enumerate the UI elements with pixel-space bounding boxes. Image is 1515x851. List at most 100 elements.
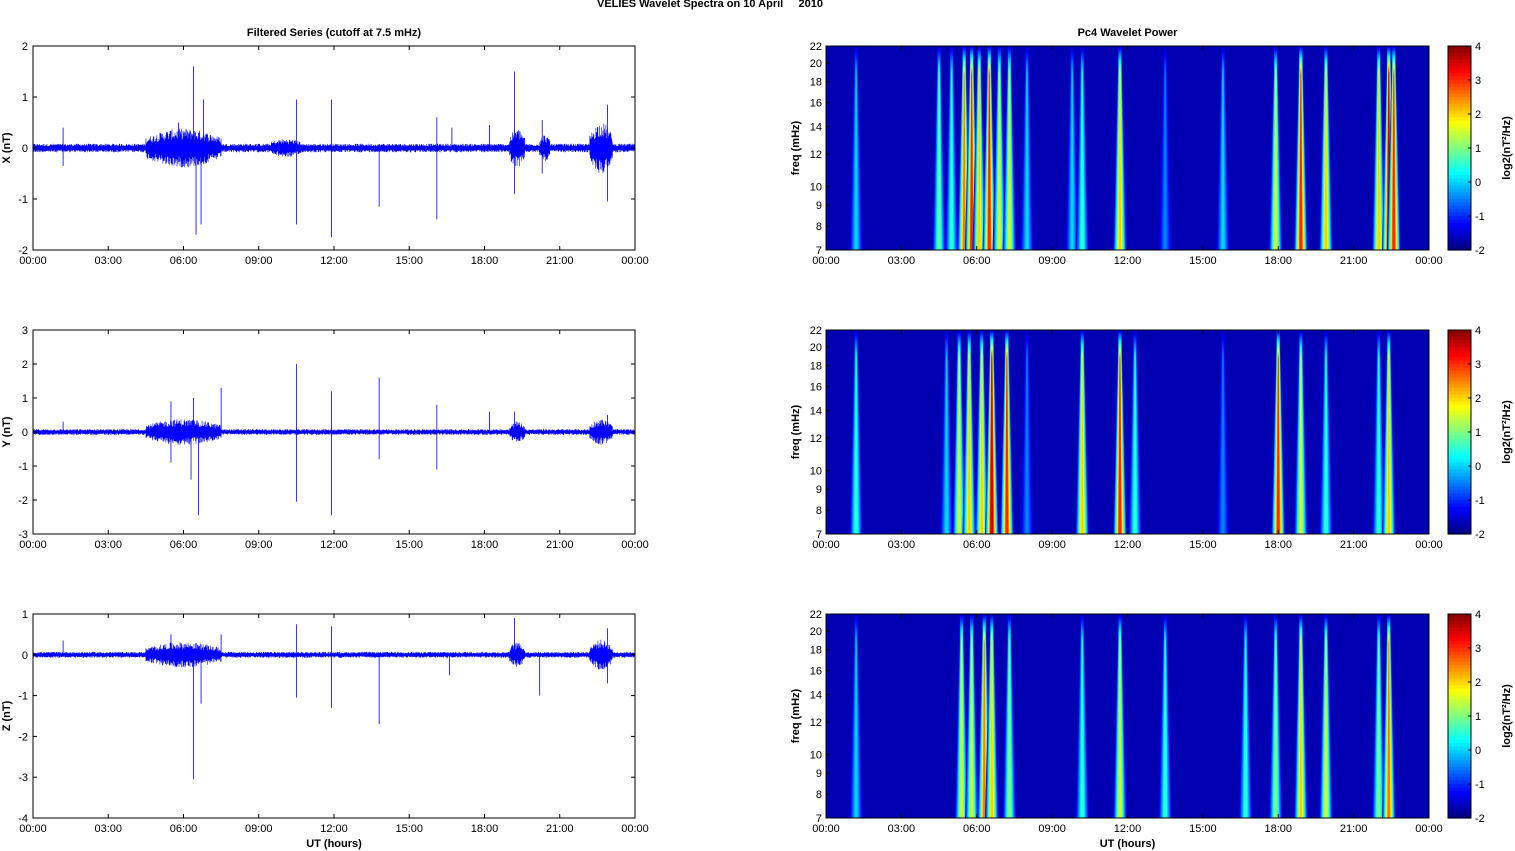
colorbar-tick-label: 3 (1475, 359, 1481, 371)
colorbar-swatch (1448, 756, 1471, 761)
colorbar-swatch (1448, 614, 1471, 618)
colorbar-swatch (1448, 483, 1471, 487)
heatmap-cell (937, 74, 941, 251)
heatmap-cell (1008, 74, 1011, 251)
heatmap-cell (1163, 74, 1167, 251)
colorbar-swatch (1448, 178, 1471, 183)
colorbar-swatch (1448, 736, 1471, 741)
colorbar-swatch (1448, 408, 1471, 413)
colorbar-tick-label: 3 (1475, 75, 1481, 87)
colorbar-swatch (1448, 80, 1471, 84)
heatmap-cell (970, 642, 973, 818)
colorbar-tick-label: 4 (1475, 41, 1481, 53)
colorbar-swatch (1448, 233, 1471, 237)
power-event (982, 46, 997, 251)
y-tick-label: 7 (816, 529, 822, 541)
x-axis-label: UT (hours) (306, 838, 362, 850)
colorbar-swatch (1448, 773, 1471, 778)
colorbar-swatch (1448, 364, 1471, 368)
colorbar-tick-label: 2 (1475, 109, 1481, 121)
heatmap-cell (1324, 74, 1328, 251)
x-tick-label: 06:00 (170, 539, 198, 551)
heatmap-cells (849, 46, 1401, 251)
colorbar-swatch (1448, 733, 1471, 737)
y-tick-label: -1 (18, 194, 28, 206)
heatmap-cell (960, 642, 963, 818)
y-tick-label: 9 (816, 200, 822, 212)
colorbar-swatch (1448, 641, 1471, 646)
colorbar-swatch (1448, 377, 1471, 382)
colorbar-swatch (1448, 442, 1471, 447)
colorbar-swatch (1448, 517, 1471, 521)
colorbar-swatch (1448, 716, 1471, 720)
colorbar-swatch (1448, 209, 1471, 214)
colorbar-swatch (1448, 343, 1471, 348)
power-event (1128, 330, 1142, 534)
x-tick-label: 00:00 (621, 823, 649, 835)
colorbar-swatch (1448, 411, 1471, 416)
heatmap-cell (962, 74, 966, 251)
heatmap-cell (854, 358, 858, 534)
power-event (952, 330, 966, 534)
colorbar-swatch (1448, 620, 1471, 625)
y-tick-label: 18 (810, 77, 822, 89)
y-tick-label: 20 (810, 626, 822, 638)
heatmap-cell (967, 358, 971, 534)
colorbar-swatch (1448, 83, 1471, 88)
power-event (1294, 614, 1308, 818)
colorbar-swatch (1448, 90, 1471, 95)
colorbar-swatch (1448, 195, 1471, 200)
heatmap-cell (1221, 358, 1225, 534)
colorbar-swatch (1448, 401, 1471, 406)
colorbar-swatch (1448, 794, 1471, 799)
y-tick-label: 14 (810, 406, 822, 418)
power-event (1158, 614, 1172, 818)
x-tick-label: 21:00 (1340, 539, 1368, 551)
colorbar-swatch (1448, 627, 1471, 632)
colorbar-swatch (1448, 668, 1471, 673)
colorbar-swatch (1448, 472, 1471, 477)
colorbar-swatch (1448, 137, 1471, 142)
y-tick-label: 8 (816, 221, 822, 233)
y-tick-label: -1 (18, 461, 28, 473)
colorbar-swatch (1448, 353, 1471, 358)
y-tick-label: 20 (810, 58, 822, 70)
colorbar-swatch (1448, 631, 1471, 635)
y-tick-label: 16 (810, 98, 822, 110)
colorbar-swatch (1448, 750, 1471, 754)
colorbar: -2 -1 0 1 2 3 4 log2(nT²/Hz) (1447, 325, 1513, 541)
y-axis-label: freq (mHz) (790, 688, 802, 743)
heatmap-cell (1377, 642, 1380, 818)
panel-title: Pc4 Wavelet Power (1078, 27, 1179, 39)
x-tick-label: 06:00 (170, 823, 198, 835)
power-event (1065, 46, 1080, 251)
colorbar-swatch (1448, 455, 1471, 460)
y-tick-label: 14 (810, 690, 822, 702)
heatmap-cell (1387, 358, 1391, 534)
y-tick-label: 7 (816, 813, 822, 825)
colorbar-swatch (1448, 418, 1471, 423)
x-tick-label: 15:00 (1189, 255, 1217, 267)
y-tick-label: 16 (810, 382, 822, 394)
colorbar-swatch (1448, 202, 1471, 207)
power-event (1113, 46, 1127, 251)
heatmap-cell (1221, 74, 1225, 251)
colorbar-swatch (1448, 510, 1471, 515)
x-tick-label: 09:00 (245, 255, 273, 267)
x-tick-label: 21:00 (546, 823, 574, 835)
power-event (939, 330, 954, 534)
y-tick-label: 18 (810, 361, 822, 373)
heatmap-cell (1377, 74, 1380, 251)
heatmap-cell (970, 74, 973, 251)
power-event (1387, 46, 1401, 251)
power-event (1020, 46, 1034, 251)
colorbar-tick-label: -2 (1475, 245, 1485, 257)
colorbar-swatch (1448, 624, 1471, 629)
heatmap-cell (950, 74, 953, 251)
power-event (1319, 614, 1333, 818)
x-tick-label: 15:00 (1189, 823, 1217, 835)
colorbar-swatch (1448, 398, 1471, 402)
colorbar-swatch (1448, 705, 1471, 710)
power-event (1113, 330, 1127, 534)
heatmap-cell (1299, 642, 1303, 818)
